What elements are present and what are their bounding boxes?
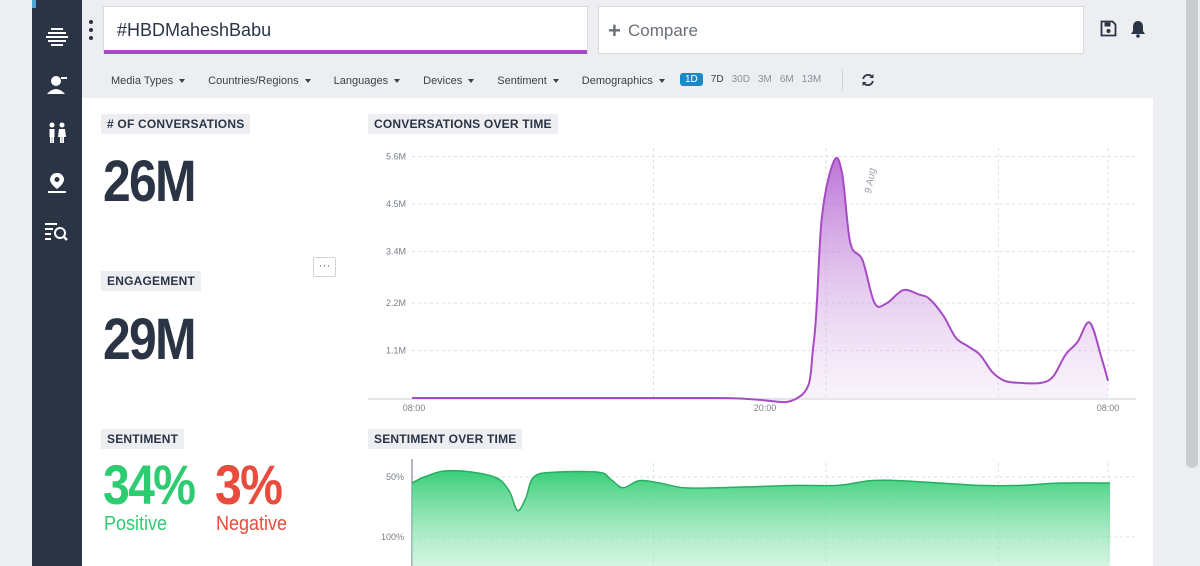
caret-down-icon (304, 79, 311, 83)
range-30d[interactable]: 30D (731, 74, 750, 85)
filter-countries-regions[interactable]: Countries/Regions (208, 75, 311, 87)
filter-devices[interactable]: Devices (423, 75, 475, 87)
conversations-line (411, 156, 1109, 404)
sentiment-line (411, 469, 1111, 512)
filter-label: Sentiment (497, 75, 547, 87)
sentiment-label: SENTIMENT (101, 429, 185, 449)
filter-label: Devices (423, 75, 463, 87)
y-tick-label: 5.6M (386, 152, 406, 162)
engagement-value: 29M (103, 307, 197, 372)
bell-icon[interactable] (1130, 20, 1148, 38)
positive-pct: 34% (103, 453, 196, 516)
positive-label: Positive (104, 513, 168, 535)
conversations-over-time-chart: 1.1M 2.2M 3.4M 4.5M 5.6M 08:00 20:00 08:00 9 A… (368, 148, 1136, 413)
conversations-label: # OF CONVERSATIONS (101, 114, 251, 134)
negative-pct: 3% (215, 453, 283, 516)
x-tick-label: 08:00 (403, 403, 426, 413)
location-icon[interactable] (44, 170, 70, 196)
sentiment-over-time-chart: 50% 100% (381, 459, 1136, 566)
search-list-icon[interactable] (44, 218, 70, 244)
y-tick-label: 2.2M (386, 298, 406, 308)
caret-down-icon (658, 79, 665, 83)
search-input[interactable]: #HBDMaheshBabu (103, 6, 588, 54)
engagement-label: ENGAGEMENT (101, 271, 202, 291)
filter-sentiment[interactable]: Sentiment (497, 75, 559, 87)
conversations-chart-title: CONVERSATIONS OVER TIME (368, 114, 558, 134)
compare-label: Compare (628, 21, 698, 40)
caret-down-icon (468, 79, 475, 83)
filter-media-types[interactable]: Media Types (111, 75, 186, 87)
caret-down-icon (552, 79, 559, 83)
caret-down-icon (179, 79, 186, 83)
y-tick-label: 3.4M (386, 246, 406, 256)
range-1d[interactable]: 1D (680, 73, 703, 86)
filter-demographics[interactable]: Demographics (582, 75, 665, 87)
sentiment-area (412, 470, 1110, 566)
search-underline (104, 50, 587, 54)
sentiment-chart-title: SENTIMENT OVER TIME (368, 429, 523, 449)
conversations-value: 26M (103, 149, 197, 214)
y-tick-label: 100% (381, 532, 404, 542)
filter-languages[interactable]: Languages (333, 75, 401, 87)
negative-label: Negative (216, 513, 288, 535)
range-6m[interactable]: 6M (779, 74, 794, 85)
x-tick-label: 08:00 (1097, 403, 1120, 413)
refresh-icon[interactable] (861, 73, 875, 87)
scrollbar[interactable] (1186, 0, 1198, 468)
y-tick-label: 4.5M (386, 199, 406, 209)
y-tick-label: 50% (386, 472, 404, 482)
x-tick-label: 20:00 (754, 403, 777, 413)
time-range-selector: 1D 7D 30D 3M 6M 13M (680, 73, 829, 86)
compare-input[interactable]: + Compare (598, 6, 1084, 54)
user-icon[interactable] (44, 72, 70, 98)
people-icon[interactable] (44, 120, 70, 146)
more-options-button[interactable]: ··· (313, 257, 336, 277)
range-13m[interactable]: 13M (801, 74, 822, 85)
sidebar (32, 0, 82, 566)
filter-label: Demographics (581, 75, 653, 87)
filter-label: Media Types (111, 75, 174, 87)
kebab-menu-icon[interactable] (88, 20, 94, 40)
divider (842, 70, 843, 90)
caret-down-icon (394, 79, 401, 83)
range-7d[interactable]: 7D (710, 74, 724, 85)
sidebar-accent (32, 0, 36, 8)
plus-icon: + (608, 18, 621, 43)
filter-label: Languages (333, 75, 389, 87)
filter-bar: Media Types Countries/Regions Languages … (111, 72, 688, 90)
y-tick-label: 1.1M (386, 346, 406, 356)
logo-icon[interactable] (44, 24, 70, 50)
conversations-area (412, 157, 1108, 403)
range-3m[interactable]: 3M (757, 74, 772, 85)
save-icon[interactable] (1100, 20, 1118, 38)
date-annotation: 9 Aug (863, 167, 878, 195)
search-query: #HBDMaheshBabu (117, 20, 272, 40)
filter-label: Countries/Regions (208, 75, 299, 87)
